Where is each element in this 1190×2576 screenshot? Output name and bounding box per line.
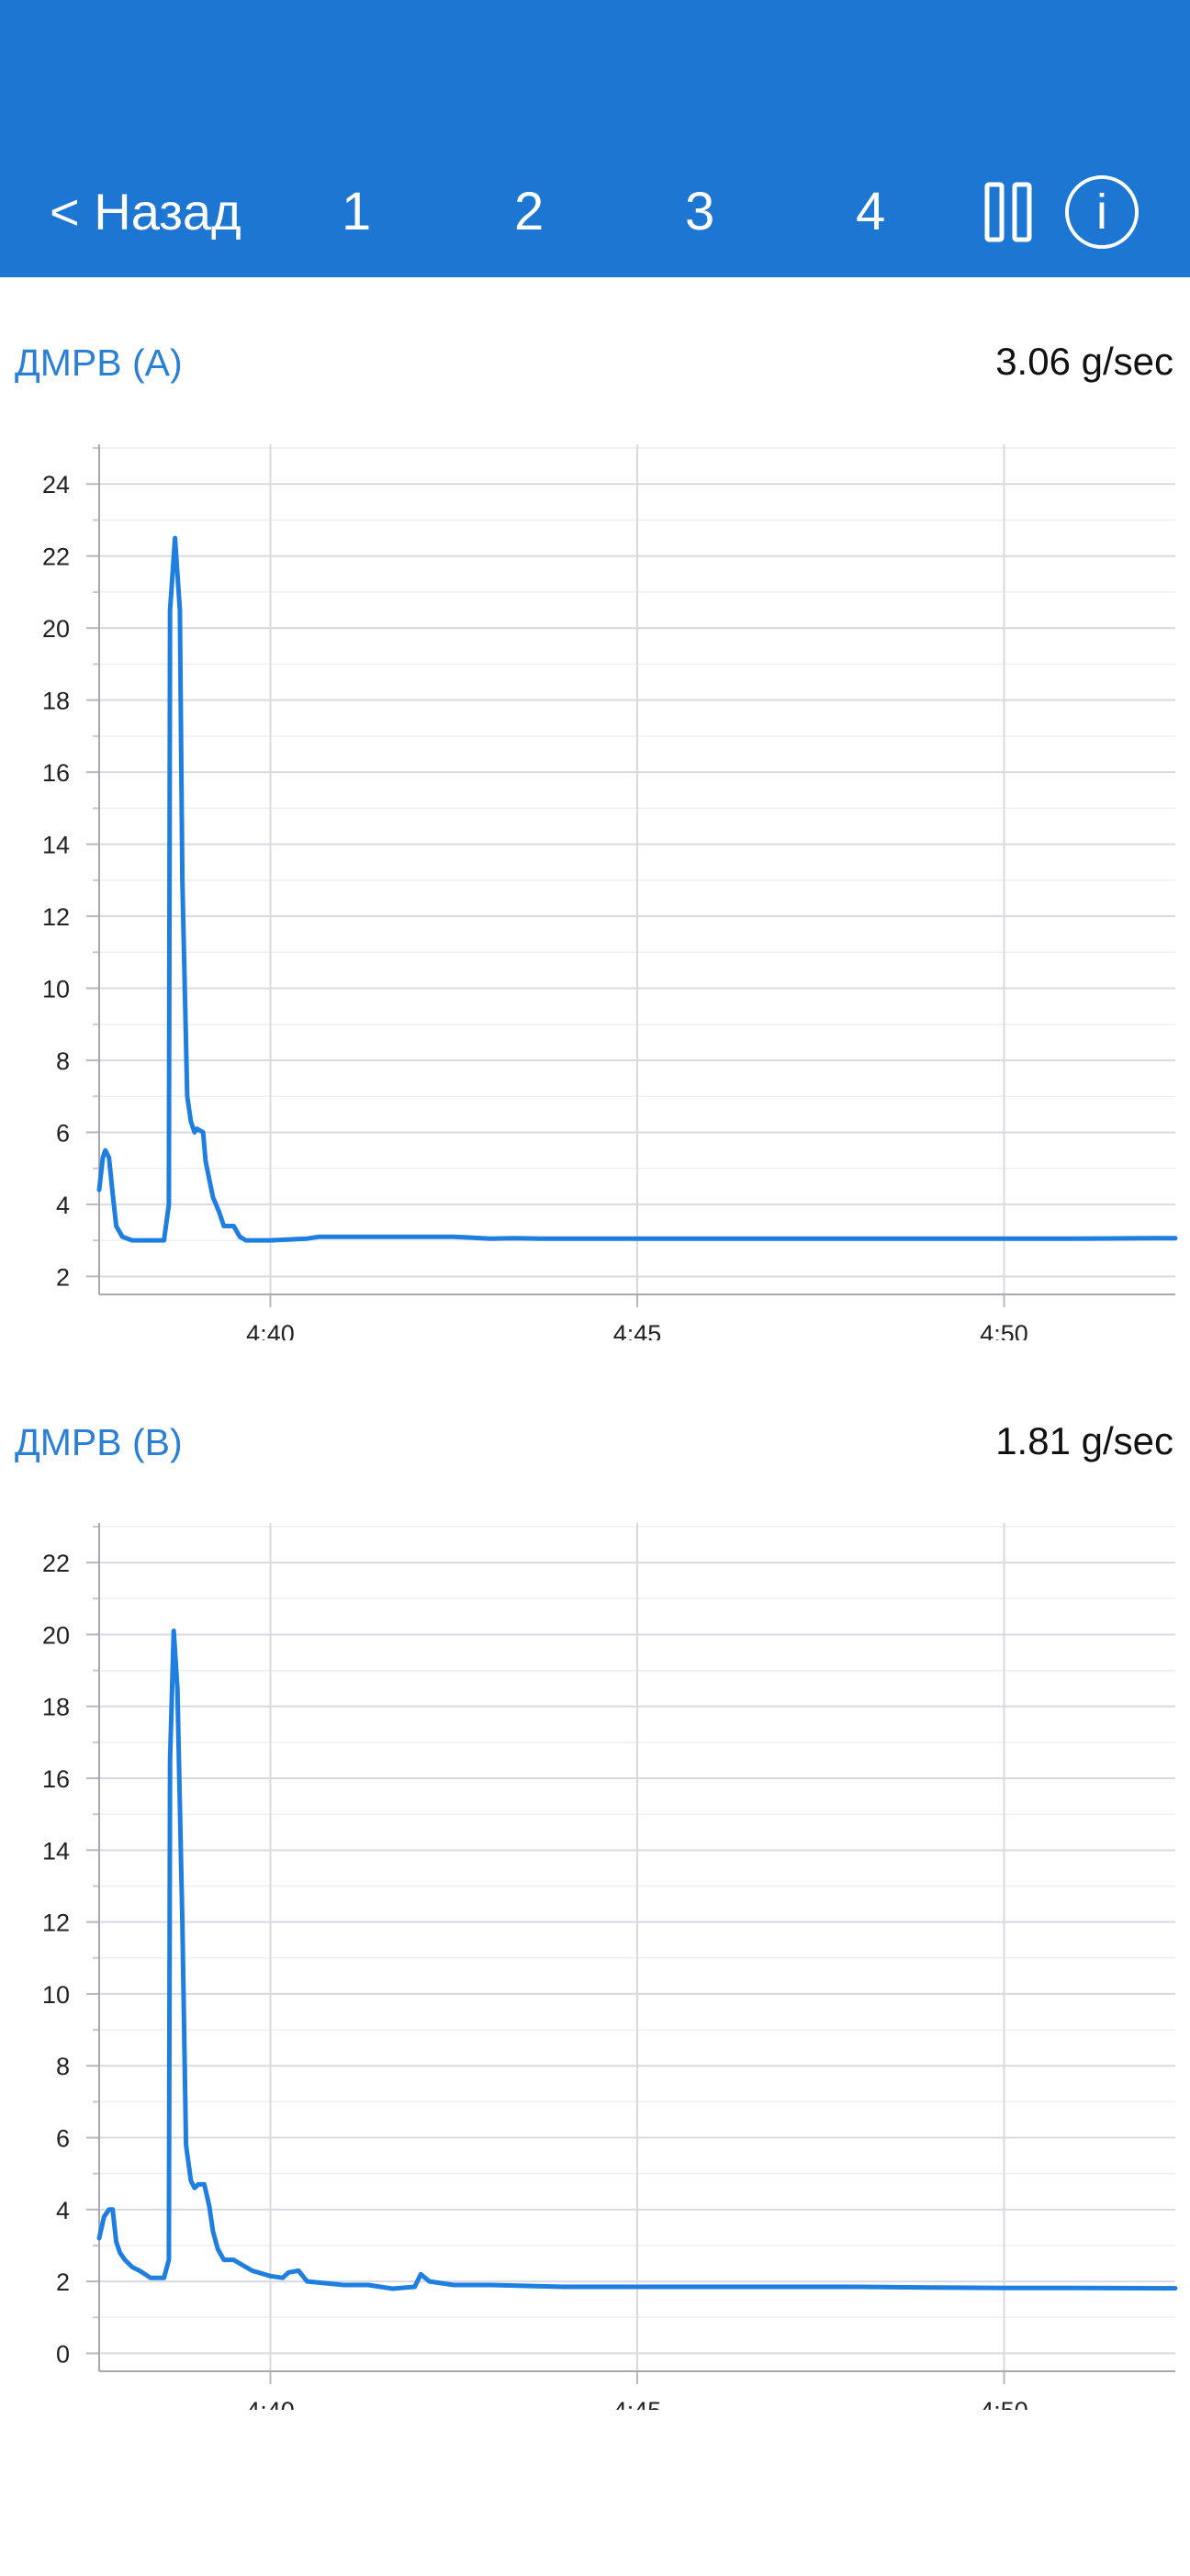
series-line [96,535,1178,1243]
y-tick-label: 16 [42,1765,70,1793]
y-tick-label: 6 [56,1119,70,1147]
x-tick-label: 4:50 [980,1320,1028,1340]
y-tick-label: 22 [42,1550,70,1577]
y-tick-label: 8 [56,1047,70,1075]
tab-page-4[interactable]: 4 [856,182,886,241]
x-tick-label: 4:40 [246,1320,295,1340]
y-tick-label: 10 [42,976,70,1003]
y-tick-label: 12 [42,903,70,931]
tab-page-2[interactable]: 2 [514,182,544,241]
y-tick-label: 20 [42,1621,70,1649]
sensor-b-reading: 1.81 g/sec [995,1419,1173,1463]
x-tick-label: 4:40 [246,2397,295,2410]
x-tick-label: 4:45 [613,2397,662,2410]
y-tick-label: 12 [42,1910,70,1937]
y-tick-label: 18 [42,688,70,715]
sensor-b-unit: g/sec [1081,1419,1173,1462]
y-tick-label: 14 [42,1837,70,1865]
y-tick-label: 2 [56,1263,70,1291]
sensor-a-title: ДМРВ (A) [15,342,183,384]
sensor-b-value: 1.81 [995,1419,1071,1462]
info-icon: i [1065,175,1139,249]
y-tick-label: 6 [56,2125,70,2153]
info-button[interactable]: i [1063,174,1140,251]
sensor-b-title: ДМРВ (B) [15,1421,183,1463]
pause-icon [984,182,1032,242]
y-tick-label: 22 [42,543,70,571]
y-tick-label: 18 [42,1694,70,1721]
sensor-a-value: 3.06 [995,340,1071,383]
tab-page-1[interactable]: 1 [342,182,372,241]
y-tick-label: 16 [42,759,70,787]
pause-button[interactable] [984,180,1034,244]
sensor-b-chart[interactable]: 0 2 4 6 8 10 12 14 16 18 20 22 4:40 4:45 4:50 [0,1510,1190,2410]
y-tick-label: 4 [56,2197,70,2224]
sensor-a-reading: 3.06 g/sec [995,340,1173,384]
x-tick-label: 4:45 [613,1320,662,1340]
y-tick-label: 4 [56,1192,70,1219]
sensor-a-unit: g/sec [1081,340,1173,383]
tab-page-3[interactable]: 3 [685,182,715,241]
x-tick-label: 4:50 [980,2397,1028,2410]
y-tick-label: 8 [56,2053,70,2080]
top-navigation-bar: < Назад 1 2 3 4 i [0,0,1190,277]
y-tick-label: 0 [56,2340,70,2368]
y-tick-label: 14 [42,832,70,859]
series-line [96,1629,1178,2291]
y-tick-label: 20 [42,615,70,643]
back-button[interactable]: < Назад [50,183,241,241]
info-glyph: i [1096,185,1107,240]
y-tick-label: 2 [56,2268,70,2296]
y-tick-label: 10 [42,1981,70,2009]
y-tick-label: 24 [42,471,70,498]
